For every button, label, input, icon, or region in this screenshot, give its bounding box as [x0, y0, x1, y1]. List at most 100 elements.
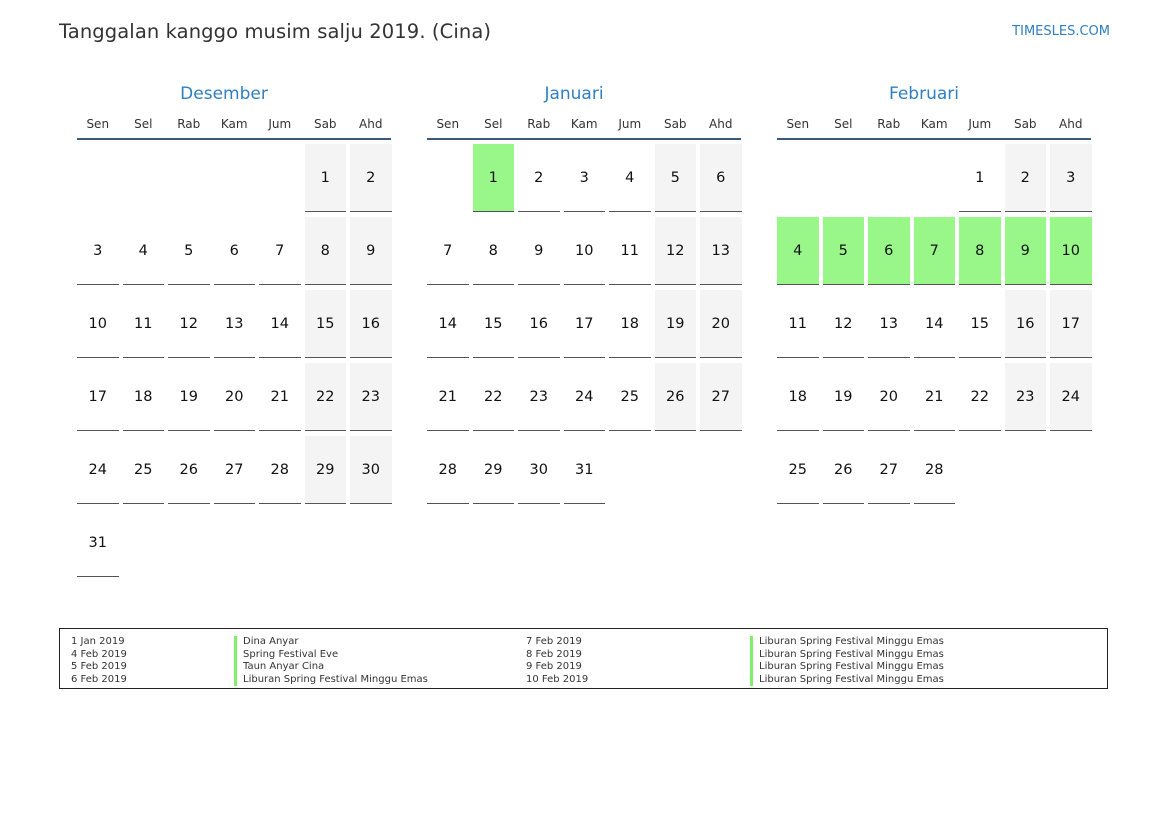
day-cell[interactable]: 22	[959, 363, 1001, 431]
weekday-label: Ahd	[359, 117, 383, 131]
day-cell[interactable]: 13	[868, 290, 910, 358]
day-cell[interactable]: 7	[259, 217, 301, 285]
day-cell[interactable]: 16	[518, 290, 560, 358]
day-cell[interactable]: 22	[472, 363, 514, 431]
day-cell[interactable]: 20	[700, 290, 742, 358]
day-cell[interactable]: 28	[427, 436, 469, 504]
day-cell[interactable]: 8	[472, 217, 514, 285]
legend-date: 1 Jan 2019	[71, 636, 125, 647]
day-cell[interactable]: 30	[518, 436, 560, 504]
day-cell[interactable]: 14	[913, 290, 955, 358]
day-cell[interactable]: 11	[122, 290, 164, 358]
day-cell[interactable]: 19	[822, 363, 864, 431]
day-cell[interactable]: 31	[563, 436, 605, 504]
page-title: Tanggalan kanggo musim salju 2019. (Cina…	[59, 20, 492, 43]
day-cell[interactable]: 25	[777, 436, 819, 504]
day-cell[interactable]: 16	[350, 290, 392, 358]
day-cell[interactable]: 5	[654, 144, 696, 212]
day-cell[interactable]: 30	[350, 436, 392, 504]
day-cell[interactable]: 3	[1050, 144, 1092, 212]
day-cell[interactable]: 15	[959, 290, 1001, 358]
day-cell[interactable]: 2	[1004, 144, 1046, 212]
weekday-label: Rab	[177, 117, 201, 131]
day-cell[interactable]: 3	[563, 144, 605, 212]
day-cell[interactable]: 23	[1004, 363, 1046, 431]
day-cell[interactable]: 21	[913, 363, 955, 431]
day-cell[interactable]: 27	[700, 363, 742, 431]
month-name: Januari	[544, 84, 604, 104]
day-cell[interactable]: 21	[427, 363, 469, 431]
day-cell[interactable]: 17	[1050, 290, 1092, 358]
legend-holiday-name: Liburan Spring Festival Minggu Emas	[750, 648, 944, 661]
day-cell[interactable]: 8	[959, 217, 1001, 285]
day-cell[interactable]: 10	[77, 290, 119, 358]
day-cell[interactable]: 2	[518, 144, 560, 212]
day-cell[interactable]: 29	[304, 436, 346, 504]
day-cell[interactable]: 4	[122, 217, 164, 285]
day-cell[interactable]: 31	[77, 509, 119, 577]
day-cell[interactable]: 9	[518, 217, 560, 285]
day-cell[interactable]: 25	[122, 436, 164, 504]
day-cell[interactable]: 17	[563, 290, 605, 358]
day-cell[interactable]: 24	[1050, 363, 1092, 431]
empty-cell	[168, 144, 210, 212]
day-cell[interactable]: 2	[350, 144, 392, 212]
day-cell[interactable]: 19	[654, 290, 696, 358]
day-cell[interactable]: 26	[822, 436, 864, 504]
day-cell[interactable]: 4	[609, 144, 651, 212]
day-cell[interactable]: 7	[913, 217, 955, 285]
day-cell[interactable]: 1	[959, 144, 1001, 212]
day-cell[interactable]: 20	[213, 363, 255, 431]
day-cell[interactable]: 26	[168, 436, 210, 504]
day-cell[interactable]: 6	[700, 144, 742, 212]
day-cell[interactable]: 20	[868, 363, 910, 431]
day-cell[interactable]: 23	[350, 363, 392, 431]
day-cell[interactable]: 14	[259, 290, 301, 358]
day-cell[interactable]: 24	[77, 436, 119, 504]
day-cell[interactable]: 17	[77, 363, 119, 431]
day-cell[interactable]: 11	[609, 217, 651, 285]
day-cell[interactable]: 15	[472, 290, 514, 358]
day-cell[interactable]: 28	[259, 436, 301, 504]
day-cell[interactable]: 11	[777, 290, 819, 358]
day-cell[interactable]: 12	[822, 290, 864, 358]
day-cell[interactable]: 5	[168, 217, 210, 285]
day-cell[interactable]: 22	[304, 363, 346, 431]
day-cell[interactable]: 29	[472, 436, 514, 504]
day-cell[interactable]: 23	[518, 363, 560, 431]
day-cell[interactable]: 9	[350, 217, 392, 285]
day-cell[interactable]: 16	[1004, 290, 1046, 358]
day-cell[interactable]: 6	[868, 217, 910, 285]
day-cell[interactable]: 18	[122, 363, 164, 431]
day-cell[interactable]: 13	[213, 290, 255, 358]
day-cell[interactable]: 19	[168, 363, 210, 431]
day-cell[interactable]: 7	[427, 217, 469, 285]
day-cell[interactable]: 12	[168, 290, 210, 358]
day-cell[interactable]: 25	[609, 363, 651, 431]
day-cell[interactable]: 5	[822, 217, 864, 285]
day-cell[interactable]: 26	[654, 363, 696, 431]
day-cell[interactable]: 15	[304, 290, 346, 358]
day-cell[interactable]: 9	[1004, 217, 1046, 285]
day-cell[interactable]: 14	[427, 290, 469, 358]
day-cell[interactable]: 18	[777, 363, 819, 431]
day-cell[interactable]: 21	[259, 363, 301, 431]
day-cell[interactable]: 10	[563, 217, 605, 285]
site-link[interactable]: TIMESLES.COM	[1012, 24, 1110, 39]
day-cell[interactable]: 24	[563, 363, 605, 431]
day-cell[interactable]: 28	[913, 436, 955, 504]
day-cell[interactable]: 27	[868, 436, 910, 504]
day-cell[interactable]: 1	[472, 144, 514, 212]
day-cell[interactable]: 8	[304, 217, 346, 285]
day-cell[interactable]: 27	[213, 436, 255, 504]
day-cell[interactable]: 18	[609, 290, 651, 358]
day-cell[interactable]: 3	[77, 217, 119, 285]
day-cell[interactable]: 13	[700, 217, 742, 285]
day-cell[interactable]: 6	[213, 217, 255, 285]
day-cell[interactable]: 12	[654, 217, 696, 285]
day-cell[interactable]: 4	[777, 217, 819, 285]
day-cell[interactable]: 10	[1050, 217, 1092, 285]
weekday-label: Ahd	[1059, 117, 1083, 131]
day-grid: 1 2 3 4 5 6 7 8 9 10 11 12 13 14 15 16 17 18 19 20 21 22 23 24 2…	[777, 144, 1092, 504]
day-cell[interactable]: 1	[304, 144, 346, 212]
